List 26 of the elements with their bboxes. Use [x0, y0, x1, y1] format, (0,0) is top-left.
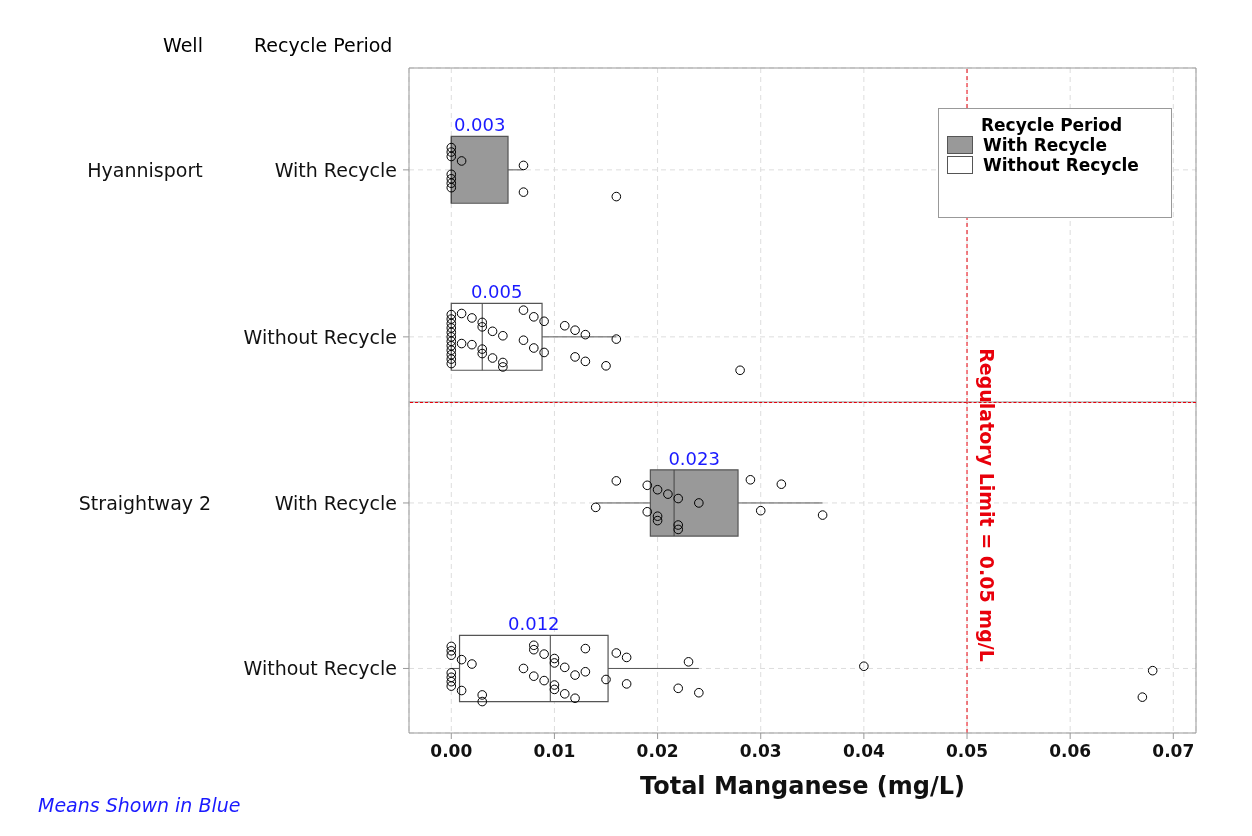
x-tick-label: 0.07	[1152, 741, 1195, 762]
y-tick-label: With Recycle	[274, 491, 397, 514]
text: Well	[163, 34, 203, 56]
annotation: 0.023	[668, 447, 720, 469]
annotation: 0.005	[470, 281, 523, 303]
x-tick-label: 0.04	[842, 741, 886, 762]
y-tick-label: Without Recycle	[243, 657, 397, 680]
annotation: 0.012	[508, 613, 560, 635]
annotation: 0.003	[453, 114, 506, 136]
ref-line-label: Regulatory Limit = 0.05 mg/L	[975, 348, 998, 662]
legend-title: Recycle Period	[980, 115, 1124, 135]
x-tick-label: 0.06	[1049, 741, 1092, 762]
text: Means Shown in Blue	[38, 794, 241, 816]
y-axis-title: Hyannisport	[87, 158, 203, 181]
x-tick-label: 0.01	[533, 741, 576, 762]
x-tick-label: 0.05	[946, 741, 988, 762]
x-tick-label: 0.02	[636, 741, 679, 762]
x-axis-title: Total Manganese (mg/L)	[640, 772, 965, 800]
x-tick-label: 0.03	[739, 741, 782, 762]
x-tick-label: 0.00	[430, 741, 473, 762]
y-axis-title: Straightway 2	[78, 491, 212, 514]
legend-label: With Recycle	[982, 135, 1108, 155]
y-tick-label: With Recycle	[274, 158, 397, 181]
legend-label: Without Recycle	[982, 155, 1140, 175]
text: Recycle Period	[254, 34, 393, 56]
y-tick-label: Without Recycle	[243, 325, 397, 348]
